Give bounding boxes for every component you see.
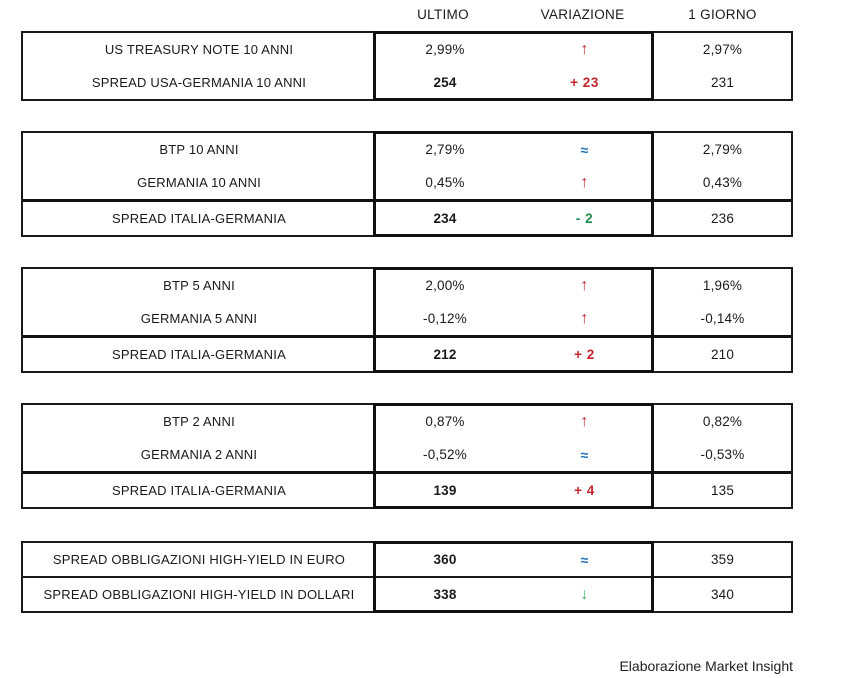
giorno-value: 236: [710, 211, 735, 226]
giorno-value: 231: [710, 75, 735, 90]
instrument-label: GERMANIA 2 ANNI: [140, 447, 258, 462]
rates-table-4: SPREAD OBBLIGAZIONI HIGH-YIELD IN EURO 36…: [21, 541, 793, 613]
table-row: SPREAD OBBLIGAZIONI HIGH-YIELD IN EURO 36…: [23, 543, 791, 576]
instrument-label: SPREAD OBBLIGAZIONI HIGH-YIELD IN DOLLAR…: [43, 587, 355, 602]
table-row: SPREAD ITALIA-GERMANIA 139 + 4 135: [23, 471, 791, 507]
variation-cell: ↑: [515, 166, 654, 199]
column-header-spacer: [21, 4, 373, 26]
ultimo-value: -0,52%: [423, 447, 467, 462]
table-row: US TREASURY NOTE 10 ANNI 2,99% ↑ 2,97%: [23, 33, 791, 66]
up-arrow-icon: ↑: [580, 412, 589, 430]
giorno-value: 2,79%: [702, 142, 743, 157]
ultimo-value: 338: [433, 587, 457, 602]
variation-cell: ↑: [515, 405, 654, 438]
ultimo-value: 2,99%: [425, 42, 465, 57]
variation-cell: ↑: [515, 302, 654, 335]
table-row: GERMANIA 10 ANNI 0,45% ↑ 0,43%: [23, 166, 791, 199]
giorno-value: 2,97%: [702, 42, 743, 57]
giorno-value: -0,14%: [700, 311, 745, 326]
variation-cell: ≈: [515, 438, 654, 471]
variation-cell: - 2: [515, 202, 654, 235]
approx-icon: ≈: [580, 141, 589, 158]
table-row: SPREAD USA-GERMANIA 10 ANNI 254 + 23 231: [23, 66, 791, 99]
variation-cell: + 23: [515, 66, 654, 99]
ultimo-value: 0,87%: [425, 414, 465, 429]
ultimo-value: 2,79%: [425, 142, 465, 157]
ultimo-value: 139: [433, 483, 457, 498]
variation-cell: ≈: [515, 133, 654, 166]
variation-cell: + 4: [515, 474, 654, 507]
up-arrow-icon: ↑: [580, 40, 589, 58]
instrument-label: SPREAD ITALIA-GERMANIA: [112, 347, 286, 362]
approx-icon: ≈: [580, 551, 589, 568]
giorno-value: 210: [710, 347, 735, 362]
rates-table-3: BTP 2 ANNI 0,87% ↑ 0,82% GERMANIA 2 ANNI -0,5…: [21, 403, 793, 509]
table-row: BTP 2 ANNI 0,87% ↑ 0,82%: [23, 405, 791, 438]
approx-icon: ≈: [580, 446, 589, 463]
giorno-value: 0,43%: [702, 175, 743, 190]
instrument-label: BTP 2 ANNI: [163, 414, 235, 429]
ultimo-value: -0,12%: [423, 311, 467, 326]
variation-cell: ↑: [515, 33, 654, 66]
giorno-value: 0,82%: [702, 414, 743, 429]
plus-change-value: + 4: [574, 483, 595, 498]
variation-cell: ↓: [515, 578, 654, 611]
instrument-label: SPREAD OBBLIGAZIONI HIGH-YIELD IN EURO: [52, 552, 346, 567]
giorno-value: -0,53%: [700, 447, 745, 462]
rates-table-0: US TREASURY NOTE 10 ANNI 2,99% ↑ 2,97% SPREA…: [21, 31, 793, 101]
column-header-1giorno: 1 GIORNO: [688, 7, 757, 22]
instrument-label: BTP 5 ANNI: [163, 278, 235, 293]
ultimo-value: 2,00%: [425, 278, 465, 293]
giorno-value: 359: [710, 552, 735, 567]
instrument-label: SPREAD ITALIA-GERMANIA: [112, 483, 286, 498]
ultimo-value: 234: [433, 211, 457, 226]
instrument-label: US TREASURY NOTE 10 ANNI: [104, 42, 294, 57]
plus-change-value: + 23: [570, 75, 599, 90]
instrument-label: SPREAD ITALIA-GERMANIA: [112, 211, 286, 226]
minus-change-value: - 2: [575, 211, 594, 226]
plus-change-value: + 2: [574, 347, 595, 362]
up-arrow-icon: ↑: [580, 173, 589, 191]
ultimo-value: 0,45%: [425, 175, 465, 190]
table-row: SPREAD ITALIA-GERMANIA 234 - 2 236: [23, 199, 791, 235]
rates-table-2: BTP 5 ANNI 2,00% ↑ 1,96% GERMANIA 5 ANNI -0,1…: [21, 267, 793, 373]
ultimo-value: 254: [433, 75, 457, 90]
column-header-variazione: VARIAZIONE: [540, 7, 625, 22]
table-row: GERMANIA 5 ANNI -0,12% ↑ -0,14%: [23, 302, 791, 335]
up-arrow-icon: ↑: [580, 276, 589, 294]
rates-table-1: BTP 10 ANNI 2,79% ≈2,79% GERMANIA 10 ANNI 0,…: [21, 131, 793, 237]
variation-cell: ↑: [515, 269, 654, 302]
credit-line: Elaborazione Market Insight: [619, 658, 793, 674]
ultimo-value: 360: [433, 552, 457, 567]
table-row: BTP 10 ANNI 2,79% ≈2,79%: [23, 133, 791, 166]
giorno-value: 340: [710, 587, 735, 602]
table-row: SPREAD OBBLIGAZIONI HIGH-YIELD IN DOLLAR…: [23, 576, 791, 611]
ultimo-value: 212: [433, 347, 457, 362]
table-row: GERMANIA 2 ANNI -0,52% ≈ -0,53%: [23, 438, 791, 471]
column-header-ultimo: ULTIMO: [417, 7, 469, 22]
instrument-label: BTP 10 ANNI: [159, 142, 239, 157]
instrument-label: GERMANIA 10 ANNI: [137, 175, 261, 190]
up-arrow-icon: ↑: [580, 309, 589, 327]
down-arrow-icon: ↓: [580, 585, 589, 603]
instrument-label: SPREAD USA-GERMANIA 10 ANNI: [91, 75, 307, 90]
table-row: SPREAD ITALIA-GERMANIA 212 + 2 210: [23, 335, 791, 371]
giorno-value: 135: [710, 483, 735, 498]
variation-cell: + 2: [515, 338, 654, 371]
column-headers: ULTIMO VARIAZIONE 1 GIORNO: [21, 4, 793, 26]
table-row: BTP 5 ANNI 2,00% ↑ 1,96%: [23, 269, 791, 302]
giorno-value: 1,96%: [702, 278, 743, 293]
instrument-label: GERMANIA 5 ANNI: [140, 311, 258, 326]
variation-cell: ≈: [515, 543, 654, 576]
